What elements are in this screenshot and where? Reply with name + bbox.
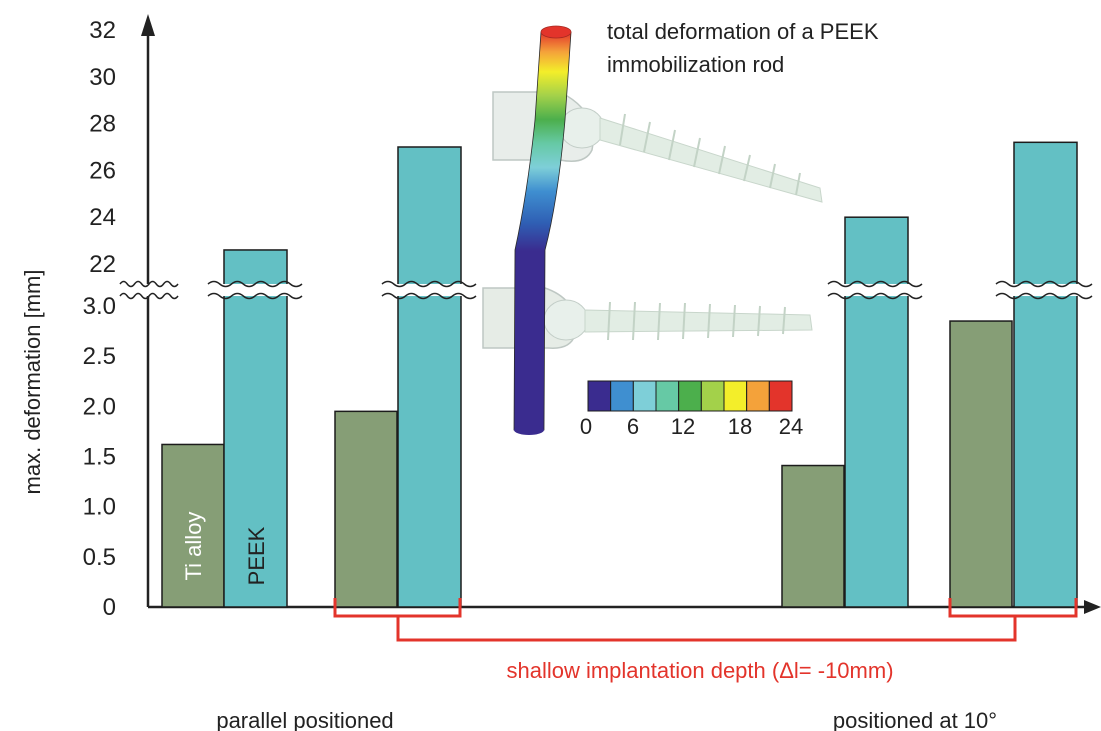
bar-ti-alloy bbox=[334, 410, 398, 608]
bar-ti-alloy bbox=[949, 320, 1013, 608]
screw-illustration bbox=[482, 91, 823, 349]
break-wave bbox=[827, 280, 923, 288]
legend-label-ti-alloy: Ti alloy bbox=[181, 512, 206, 581]
break-wave bbox=[995, 280, 1093, 288]
y-tick-label: 2.0 bbox=[83, 393, 116, 420]
y-tick-label: 32 bbox=[89, 17, 116, 44]
break-wave bbox=[995, 292, 1093, 300]
colorbar-swatch bbox=[632, 380, 657, 412]
colorbar-tick-label: 24 bbox=[779, 414, 803, 439]
category-label-10deg: positioned at 10° bbox=[833, 708, 997, 731]
y-tick-label: 0 bbox=[103, 594, 116, 621]
colorbar-swatch bbox=[746, 380, 770, 412]
implantation-bracket bbox=[333, 598, 1078, 642]
colorbar bbox=[587, 380, 793, 412]
colorbar-swatch bbox=[723, 380, 748, 412]
y-ticks-lower: 0 0.5 1.0 1.5 2.0 2.5 3.0 bbox=[83, 293, 116, 621]
break-wave bbox=[381, 292, 477, 300]
break-wave bbox=[119, 280, 179, 288]
y-tick-label: 3.0 bbox=[83, 293, 116, 320]
break-wave bbox=[381, 280, 477, 288]
rod-bottom-cap bbox=[514, 425, 544, 435]
bar-ti-alloy bbox=[781, 464, 845, 608]
x-axis-arrow bbox=[1084, 600, 1101, 614]
break-gap bbox=[120, 284, 178, 296]
axes bbox=[141, 14, 1101, 614]
bar-peek bbox=[1013, 141, 1078, 608]
y-tick-label: 22 bbox=[89, 251, 116, 278]
y-tick-label: 26 bbox=[89, 157, 116, 184]
y-tick-label: 0.5 bbox=[83, 544, 116, 571]
axis-break-marks bbox=[119, 280, 1093, 300]
colorbar-tick-label: 0 bbox=[580, 414, 592, 439]
bars bbox=[161, 141, 1078, 608]
break-gap bbox=[382, 284, 476, 296]
inset-title-line2: immobilization rod bbox=[607, 52, 784, 77]
inset-title-line1: total deformation of a PEEK bbox=[607, 19, 879, 44]
colorbar-swatch bbox=[700, 380, 725, 412]
colorbar-swatch bbox=[678, 380, 702, 412]
break-wave bbox=[207, 292, 303, 300]
y-tick-label: 30 bbox=[89, 64, 116, 91]
category-label-parallel: parallel positioned bbox=[216, 708, 393, 731]
colorbar-swatch bbox=[610, 380, 634, 412]
colorbar-swatch bbox=[768, 380, 793, 412]
bracket-right bbox=[948, 598, 1078, 618]
break-gap bbox=[996, 284, 1092, 296]
bar-peek bbox=[223, 249, 288, 608]
rod-top-cap bbox=[540, 25, 572, 39]
colorbar-tick-label: 18 bbox=[728, 414, 752, 439]
colorbar-tick-label: 12 bbox=[671, 414, 695, 439]
break-gap bbox=[208, 284, 302, 296]
colorbar-tick-label: 6 bbox=[627, 414, 639, 439]
y-tick-label: 2.5 bbox=[83, 343, 116, 370]
y-axis-title: max. deformation [mm] bbox=[20, 270, 45, 495]
break-wave bbox=[827, 292, 923, 300]
bar-peek bbox=[397, 146, 462, 608]
break-wave bbox=[119, 292, 179, 300]
y-tick-label: 24 bbox=[89, 204, 116, 231]
bar-peek bbox=[844, 216, 909, 608]
y-tick-label: 1.0 bbox=[83, 494, 116, 521]
y-ticks-upper: 22 24 26 28 30 32 bbox=[89, 17, 116, 278]
break-gap bbox=[828, 284, 922, 296]
colorbar-swatch bbox=[587, 380, 612, 412]
break-wave bbox=[207, 280, 303, 288]
y-axis-arrow bbox=[141, 14, 155, 36]
y-tick-label: 1.5 bbox=[83, 444, 116, 471]
legend-label-peek: PEEK bbox=[244, 526, 269, 585]
colorbar-swatch bbox=[655, 380, 680, 412]
bracket-connector bbox=[396, 616, 1017, 642]
bar-ti-alloy bbox=[161, 443, 225, 608]
y-tick-label: 28 bbox=[89, 111, 116, 138]
bracket-label: shallow implantation depth (Δl= -10mm) bbox=[506, 658, 893, 683]
colorbar-labels: 0 6 12 18 24 bbox=[580, 414, 803, 439]
